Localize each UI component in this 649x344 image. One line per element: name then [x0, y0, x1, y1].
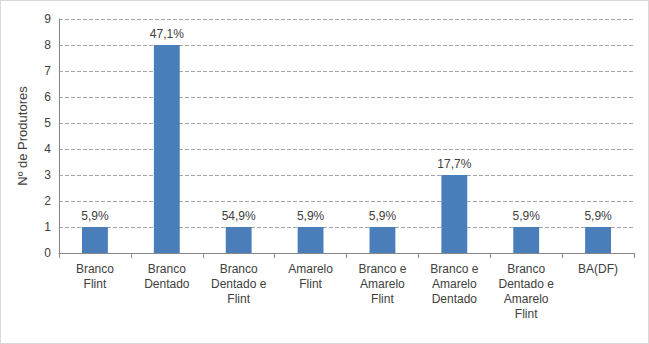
svg-text:5,9%: 5,9% — [81, 209, 109, 223]
svg-text:5,9%: 5,9% — [584, 209, 612, 223]
svg-text:6: 6 — [44, 90, 51, 104]
svg-text:Dentado e: Dentado e — [498, 277, 554, 291]
svg-text:3: 3 — [44, 168, 51, 182]
svg-text:Branco: Branco — [507, 262, 545, 276]
svg-text:Nº de Produtores: Nº de Produtores — [15, 86, 30, 186]
svg-text:9: 9 — [44, 12, 51, 26]
svg-text:1: 1 — [44, 220, 51, 234]
svg-text:17,7%: 17,7% — [437, 157, 471, 171]
svg-text:47,1%: 47,1% — [150, 27, 184, 41]
svg-text:BA(DF): BA(DF) — [578, 262, 618, 276]
svg-text:5,9%: 5,9% — [513, 209, 541, 223]
svg-text:Amarelo: Amarelo — [288, 262, 333, 276]
svg-text:Branco: Branco — [148, 262, 186, 276]
svg-text:Amarelo: Amarelo — [432, 277, 477, 291]
svg-text:4: 4 — [44, 142, 51, 156]
svg-text:5,9%: 5,9% — [297, 209, 325, 223]
svg-text:5: 5 — [44, 116, 51, 130]
svg-text:5,9%: 5,9% — [369, 209, 397, 223]
svg-text:Dentado e: Dentado e — [211, 277, 267, 291]
svg-text:Branco e: Branco e — [358, 262, 406, 276]
svg-text:Flint: Flint — [371, 292, 394, 306]
svg-text:Amarelo: Amarelo — [360, 277, 405, 291]
svg-text:Flint: Flint — [227, 292, 250, 306]
svg-text:Branco e: Branco e — [430, 262, 478, 276]
svg-text:Dentado: Dentado — [144, 277, 190, 291]
svg-text:2: 2 — [44, 194, 51, 208]
svg-text:Amarelo: Amarelo — [504, 292, 549, 306]
svg-text:0: 0 — [44, 246, 51, 260]
svg-text:8: 8 — [44, 38, 51, 52]
svg-text:54,9%: 54,9% — [222, 209, 256, 223]
svg-text:Flint: Flint — [515, 307, 538, 321]
svg-text:Flint: Flint — [299, 277, 322, 291]
svg-text:Flint: Flint — [84, 277, 107, 291]
svg-text:7: 7 — [44, 64, 51, 78]
svg-text:Branco: Branco — [76, 262, 114, 276]
svg-text:Dentado: Dentado — [432, 292, 478, 306]
svg-text:Branco: Branco — [220, 262, 258, 276]
